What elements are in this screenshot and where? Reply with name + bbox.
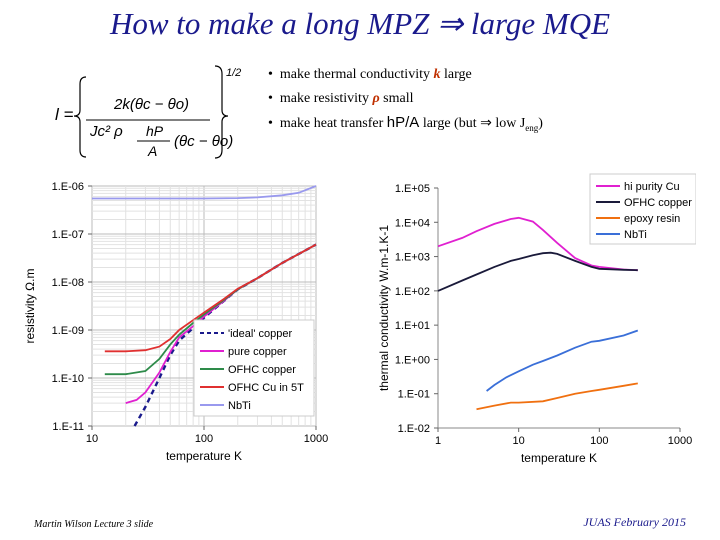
y-tick-label: 1.E+02 <box>395 286 430 298</box>
x-tick-label: 1 <box>435 435 441 447</box>
resistivity-chart: 10 100 1000 1.E-11 1.E-10 1.E-09 1.E-08 1.E-07 1… <box>23 181 328 463</box>
x-tick-label: 100 <box>195 433 213 445</box>
legend-label: hi purity Cu <box>624 181 680 193</box>
x-tick-label: 100 <box>590 435 608 447</box>
bullet-1: • make thermal conductivity k large <box>268 67 472 82</box>
series-line-0 <box>437 216 638 272</box>
legend-label: pure copper <box>228 346 287 358</box>
series-line-1 <box>437 251 638 292</box>
series-line-3 <box>104 243 317 353</box>
y-axis-title: thermal conductivity W.m-1.K-1 <box>377 225 391 391</box>
series-line-3 <box>486 329 639 392</box>
y-tick-label: 1.E+00 <box>395 354 430 366</box>
y-tick-label: 1.E-07 <box>52 229 84 241</box>
formula-svg: l = 2k(θc − θo) Jc² ρ hP A (θc − θo) 1/2 <box>55 65 241 159</box>
formula-num1: 2k(θc − θo) <box>113 96 189 113</box>
y-tick-label: 1.E-08 <box>52 277 84 289</box>
y-tick-label: 1.E+01 <box>395 320 430 332</box>
mpz-formula: l = 2k(θc − θo) Jc² ρ hP A (θc − θo) 1/2 <box>52 60 252 170</box>
x-tick-label: 10 <box>86 433 98 445</box>
y-tick-label: 1.E+05 <box>395 183 430 195</box>
formula-den2: A <box>147 143 157 159</box>
legend-label: 'ideal' copper <box>228 328 292 340</box>
bullet-2: • make resistivity ρ small <box>268 91 414 106</box>
formula-exponent: 1/2 <box>226 67 241 79</box>
legend-label: OFHC Cu in 5T <box>228 382 304 394</box>
x-tick-label: 1000 <box>304 433 328 445</box>
y-tick-label: 1.E-02 <box>398 423 430 435</box>
formula-brace-right <box>214 65 229 159</box>
legend-label: NbTi <box>624 229 647 241</box>
y-tick-label: 1.E-10 <box>52 373 84 385</box>
bullet-list: • make thermal conductivity k large • ma… <box>268 66 543 138</box>
legend-label: OFHC copper <box>624 197 692 209</box>
footer-right: JUAS February 2015 <box>583 515 686 529</box>
slide-title: How to make a long MPZ ⇒ large MQE <box>109 6 611 41</box>
legend-label: epoxy resin <box>624 213 680 225</box>
y-tick-label: 1.E+04 <box>395 217 430 229</box>
y-tick-label: 1.E-06 <box>52 181 84 193</box>
x-tick-label: 1000 <box>668 435 692 447</box>
legend-label: NbTi <box>228 400 251 412</box>
y-tick-label: 1.E-11 <box>52 421 84 433</box>
y-axis-title: resistivity Ω.m <box>23 269 37 344</box>
legend-label: OFHC copper <box>228 364 296 376</box>
conductivity-chart: 1 10 100 1000 1.E-02 1.E-01 1.E+00 1.E+01 1.E+02… <box>377 173 696 465</box>
formula-den1: Jc² ρ <box>89 123 123 140</box>
y-tick-label: 1.E-09 <box>52 325 84 337</box>
formula-brace-left <box>73 76 87 158</box>
x-axis-title: temperature K <box>521 451 597 465</box>
formula-num2: hP <box>146 123 164 139</box>
footer-left: Martin Wilson Lecture 3 slide <box>34 519 154 530</box>
x-axis-title: temperature K <box>166 449 242 463</box>
series-line-4 <box>92 185 317 200</box>
bullet-3: • make heat transfer hP/A large (but ⇒ l… <box>268 114 543 133</box>
formula-tail: (θc − θo) <box>174 133 233 150</box>
x-tick-label: 10 <box>513 435 525 447</box>
formula-lhs: l = <box>55 105 74 124</box>
y-tick-label: 1.E-01 <box>398 389 430 401</box>
series-line-2 <box>476 382 638 411</box>
y-tick-label: 1.E+03 <box>395 252 430 264</box>
